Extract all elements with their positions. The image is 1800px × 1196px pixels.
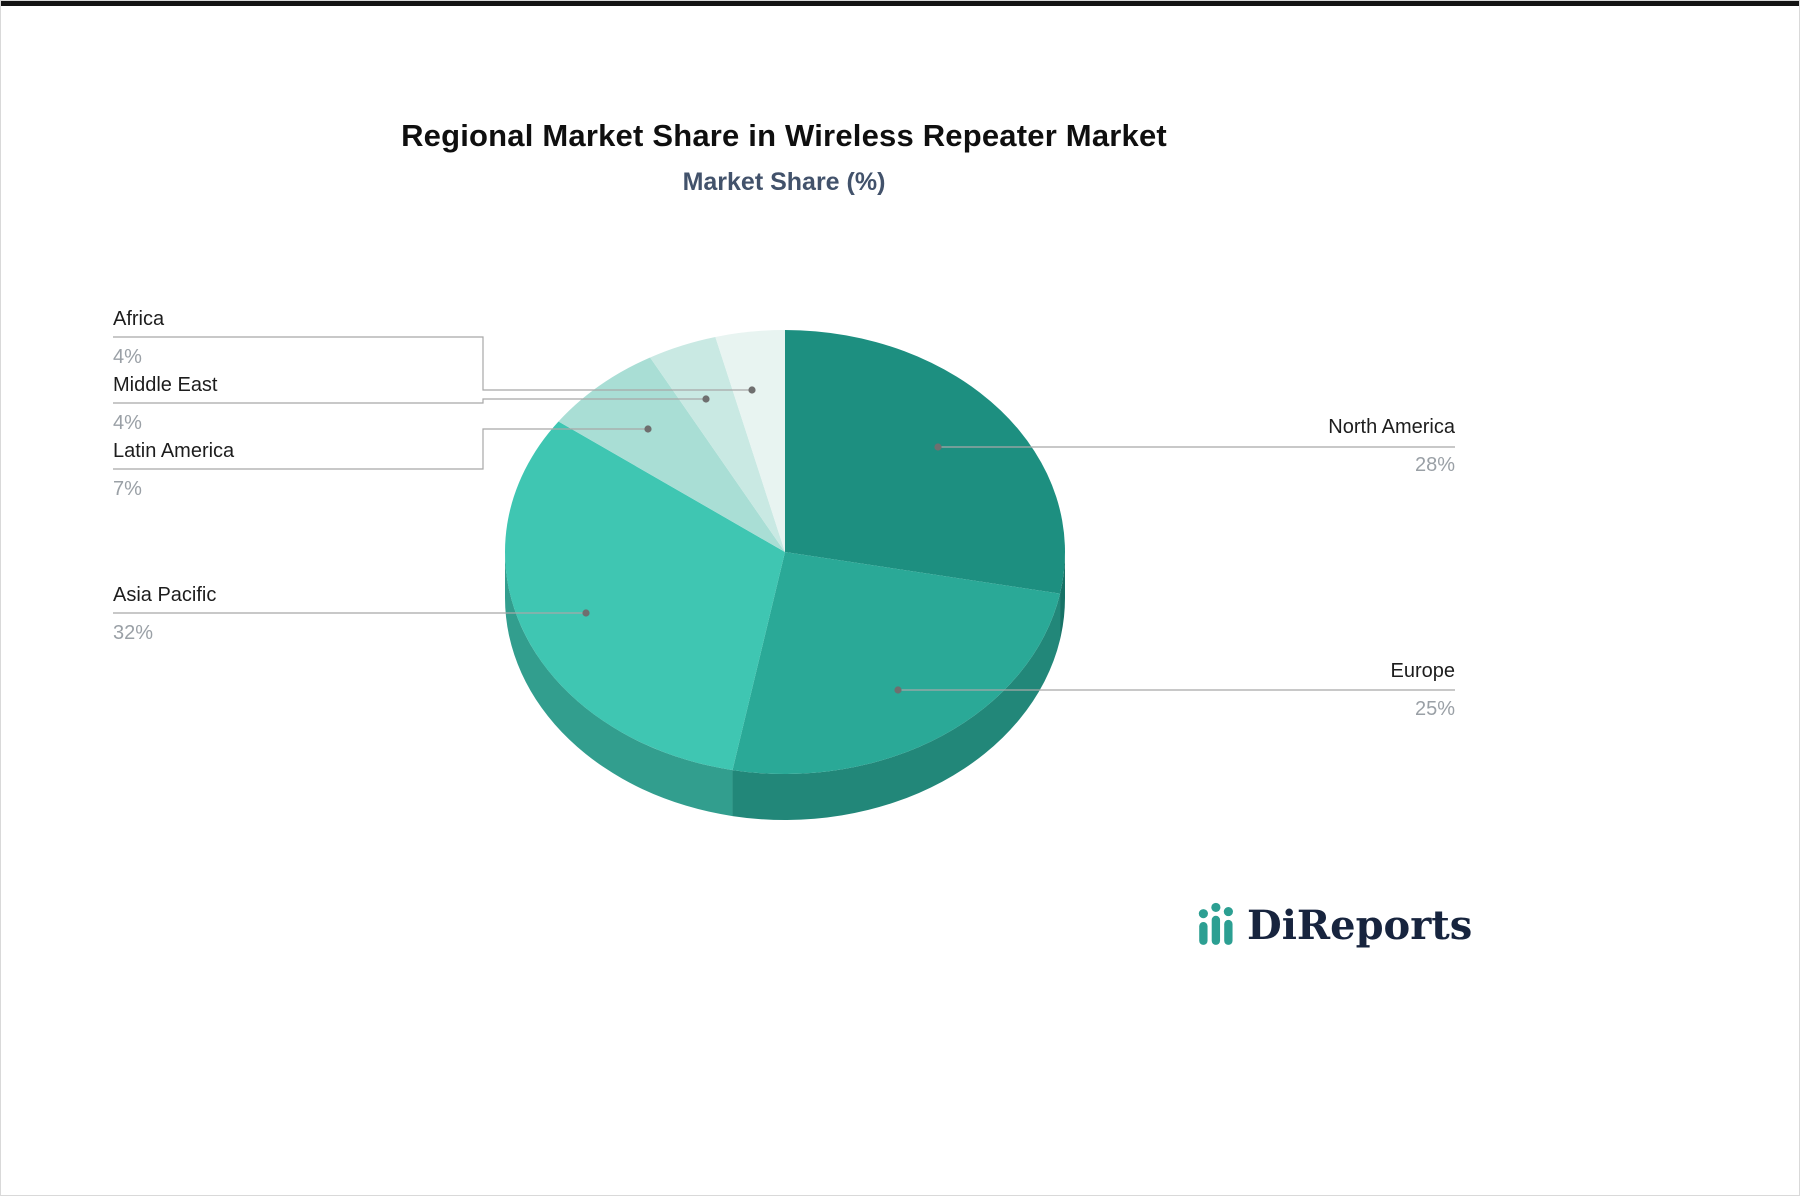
callout-dot-europe bbox=[894, 686, 902, 694]
pie-slice-middle-east[interactable] bbox=[650, 336, 785, 552]
pie-slice-latin-america[interactable] bbox=[558, 357, 785, 552]
callout-line-middle-east bbox=[113, 398, 706, 404]
pie-slice-side-north-america bbox=[1060, 552, 1065, 640]
pie-slice-africa[interactable] bbox=[715, 329, 785, 552]
pie-slice-side-asia-pacific bbox=[505, 552, 733, 817]
slice-value-north-america: 28% bbox=[1414, 454, 1455, 476]
slice-value-africa: 4% bbox=[113, 346, 142, 368]
slice-value-latin-america: 7% bbox=[113, 478, 142, 500]
slice-label-north-america: North America bbox=[1328, 416, 1455, 438]
direports-logo: DiReports bbox=[1197, 897, 1472, 947]
slice-label-latin-america: Latin America bbox=[113, 440, 235, 462]
logo-text: DiReports bbox=[1247, 902, 1473, 949]
callout-line-latin-america bbox=[113, 428, 648, 470]
slice-value-europe: 25% bbox=[1414, 698, 1455, 720]
callout-dot-latin-america bbox=[644, 425, 652, 433]
pie-slice-asia-pacific[interactable] bbox=[505, 421, 785, 771]
pie-slice-europe[interactable] bbox=[732, 552, 1061, 775]
bar-chart-logo-icon bbox=[1198, 902, 1233, 945]
slice-value-middle-east: 4% bbox=[113, 412, 142, 434]
slice-label-africa: Africa bbox=[113, 308, 165, 330]
callout-line-africa bbox=[113, 336, 752, 391]
callout-dot-africa bbox=[748, 386, 756, 394]
slice-label-asia-pacific: Asia Pacific bbox=[113, 584, 217, 606]
callout-dot-north-america bbox=[934, 443, 942, 451]
callout-dot-asia-pacific bbox=[582, 609, 590, 617]
callout-dot-middle-east bbox=[702, 395, 710, 403]
chart-title: Regional Market Share in Wireless Repeat… bbox=[401, 118, 1167, 153]
chart-subtitle: Market Share (%) bbox=[682, 168, 886, 196]
pie-slice-north-america[interactable] bbox=[785, 330, 1065, 594]
slice-label-europe: Europe bbox=[1390, 660, 1456, 682]
slice-value-asia-pacific: 32% bbox=[113, 622, 154, 644]
slice-label-middle-east: Middle East bbox=[113, 374, 218, 396]
pie-slice-side-europe bbox=[732, 593, 1061, 821]
top-border bbox=[0, 0, 1800, 6]
